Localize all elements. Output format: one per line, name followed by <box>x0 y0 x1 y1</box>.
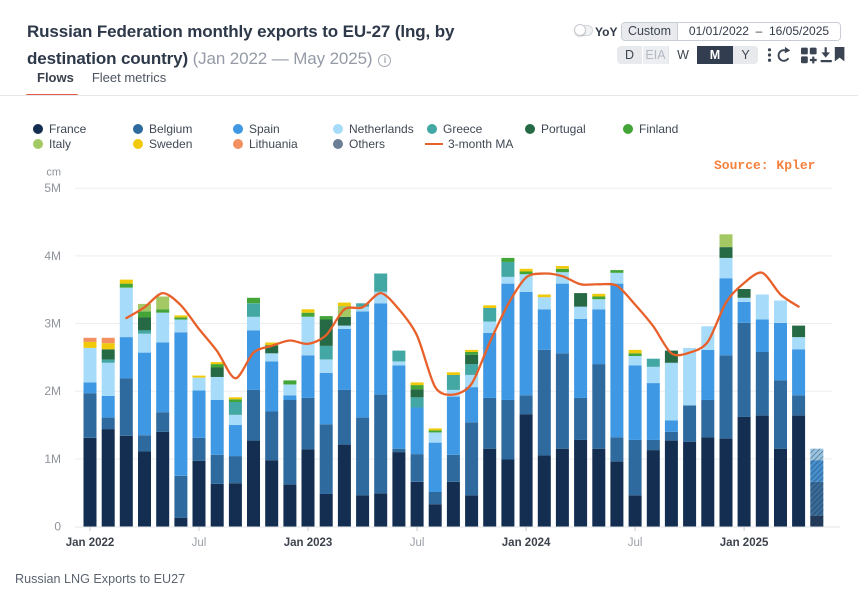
svg-text:Jul: Jul <box>410 537 425 549</box>
svg-text:Jan 2025: Jan 2025 <box>720 537 769 549</box>
svg-text:Jan 2023: Jan 2023 <box>284 537 333 549</box>
svg-text:cm: cm <box>46 167 61 179</box>
svg-text:Jul: Jul <box>192 537 207 549</box>
svg-text:Jan 2022: Jan 2022 <box>66 537 115 549</box>
svg-text:1M: 1M <box>44 452 61 466</box>
svg-text:Source: Kpler: Source: Kpler <box>714 158 815 173</box>
svg-text:5M: 5M <box>44 181 61 195</box>
svg-text:4M: 4M <box>44 249 61 263</box>
svg-text:0: 0 <box>54 520 61 534</box>
svg-text:3M: 3M <box>44 317 61 331</box>
svg-text:Jan 2024: Jan 2024 <box>502 537 551 549</box>
svg-text:2M: 2M <box>44 384 61 398</box>
svg-text:Jul: Jul <box>628 537 643 549</box>
